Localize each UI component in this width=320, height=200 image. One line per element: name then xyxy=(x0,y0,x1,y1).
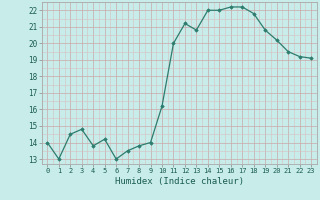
X-axis label: Humidex (Indice chaleur): Humidex (Indice chaleur) xyxy=(115,177,244,186)
